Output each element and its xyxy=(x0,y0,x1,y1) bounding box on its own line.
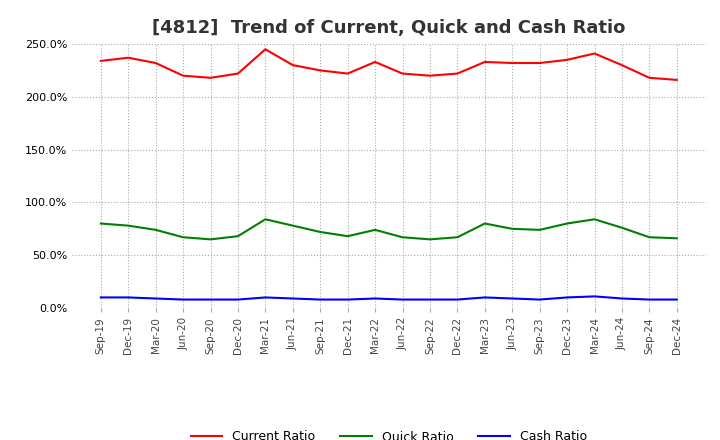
Cash Ratio xyxy=(453,297,462,302)
Current Ratio xyxy=(480,59,489,65)
Current Ratio xyxy=(426,73,434,78)
Current Ratio xyxy=(96,58,105,63)
Current Ratio xyxy=(398,71,407,76)
Current Ratio xyxy=(563,57,572,62)
Quick Ratio xyxy=(480,221,489,226)
Cash Ratio xyxy=(536,297,544,302)
Quick Ratio xyxy=(618,225,626,231)
Cash Ratio xyxy=(343,297,352,302)
Current Ratio xyxy=(453,71,462,76)
Current Ratio xyxy=(672,77,681,83)
Current Ratio xyxy=(289,62,297,68)
Cash Ratio xyxy=(96,295,105,300)
Current Ratio xyxy=(233,71,242,76)
Current Ratio xyxy=(343,71,352,76)
Cash Ratio xyxy=(645,297,654,302)
Quick Ratio xyxy=(672,236,681,241)
Cash Ratio xyxy=(316,297,325,302)
Line: Current Ratio: Current Ratio xyxy=(101,49,677,80)
Cash Ratio xyxy=(398,297,407,302)
Quick Ratio xyxy=(645,235,654,240)
Cash Ratio xyxy=(206,297,215,302)
Quick Ratio xyxy=(289,223,297,228)
Legend: Current Ratio, Quick Ratio, Cash Ratio: Current Ratio, Quick Ratio, Cash Ratio xyxy=(186,425,592,440)
Quick Ratio xyxy=(371,227,379,232)
Quick Ratio xyxy=(536,227,544,232)
Quick Ratio xyxy=(453,235,462,240)
Quick Ratio xyxy=(563,221,572,226)
Quick Ratio xyxy=(426,237,434,242)
Cash Ratio xyxy=(233,297,242,302)
Cash Ratio xyxy=(151,296,160,301)
Cash Ratio xyxy=(261,295,270,300)
Quick Ratio xyxy=(124,223,132,228)
Cash Ratio xyxy=(480,295,489,300)
Current Ratio xyxy=(151,60,160,66)
Current Ratio xyxy=(261,47,270,52)
Current Ratio xyxy=(645,75,654,81)
Quick Ratio xyxy=(233,234,242,239)
Current Ratio xyxy=(179,73,187,78)
Quick Ratio xyxy=(398,235,407,240)
Title: [4812]  Trend of Current, Quick and Cash Ratio: [4812] Trend of Current, Quick and Cash … xyxy=(152,19,626,37)
Current Ratio xyxy=(371,59,379,65)
Quick Ratio xyxy=(343,234,352,239)
Current Ratio xyxy=(206,75,215,81)
Cash Ratio xyxy=(563,295,572,300)
Current Ratio xyxy=(124,55,132,60)
Line: Cash Ratio: Cash Ratio xyxy=(101,297,677,300)
Quick Ratio xyxy=(206,237,215,242)
Current Ratio xyxy=(590,51,599,56)
Cash Ratio xyxy=(426,297,434,302)
Cash Ratio xyxy=(289,296,297,301)
Cash Ratio xyxy=(508,296,516,301)
Quick Ratio xyxy=(508,226,516,231)
Cash Ratio xyxy=(179,297,187,302)
Cash Ratio xyxy=(672,297,681,302)
Quick Ratio xyxy=(179,235,187,240)
Quick Ratio xyxy=(590,216,599,222)
Quick Ratio xyxy=(316,229,325,235)
Current Ratio xyxy=(316,68,325,73)
Quick Ratio xyxy=(261,216,270,222)
Current Ratio xyxy=(508,60,516,66)
Cash Ratio xyxy=(371,296,379,301)
Quick Ratio xyxy=(96,221,105,226)
Current Ratio xyxy=(536,60,544,66)
Cash Ratio xyxy=(590,294,599,299)
Cash Ratio xyxy=(124,295,132,300)
Current Ratio xyxy=(618,62,626,68)
Quick Ratio xyxy=(151,227,160,232)
Cash Ratio xyxy=(618,296,626,301)
Line: Quick Ratio: Quick Ratio xyxy=(101,219,677,239)
